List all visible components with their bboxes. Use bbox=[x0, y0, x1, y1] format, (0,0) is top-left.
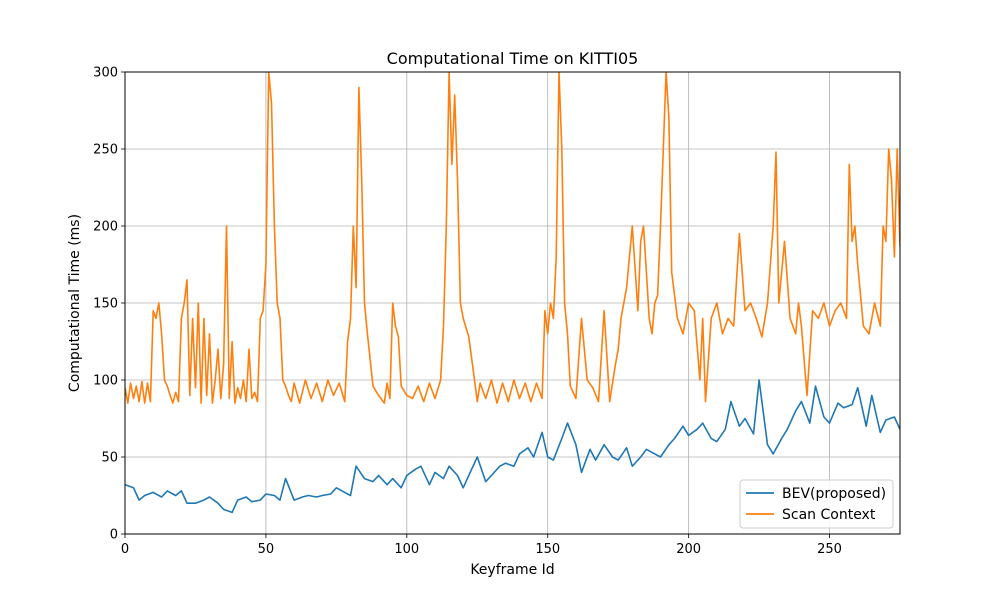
y-tick-label: 150 bbox=[93, 297, 118, 312]
y-tick-label: 250 bbox=[93, 143, 118, 158]
y-tick-label: 200 bbox=[93, 220, 118, 235]
series-line-bev bbox=[125, 379, 900, 514]
y-tick-label: 100 bbox=[93, 374, 118, 389]
y-axis-label: Computational Time (ms) bbox=[67, 214, 83, 392]
grid bbox=[124, 71, 900, 535]
y-tick-label: 50 bbox=[101, 451, 118, 466]
legend: BEV(proposed) Scan Context bbox=[739, 479, 894, 529]
axis-ticks: 0 50 100 150 200 250 0 50 100 150 200 250 300 bbox=[93, 66, 842, 558]
x-tick-label: 150 bbox=[535, 542, 560, 557]
x-tick-label: 0 bbox=[121, 542, 129, 557]
series-line-scan-context bbox=[125, 72, 900, 404]
legend-label: BEV(proposed) bbox=[782, 486, 886, 502]
y-tick-label: 0 bbox=[110, 528, 118, 543]
x-axis-label: Keyframe Id bbox=[470, 562, 554, 578]
x-tick-label: 50 bbox=[258, 542, 275, 557]
series-lines bbox=[125, 72, 900, 514]
x-tick-label: 200 bbox=[676, 542, 701, 557]
legend-label: Scan Context bbox=[782, 507, 876, 523]
chart-title: Computational Time on KITTI05 bbox=[387, 49, 639, 68]
x-tick-label: 250 bbox=[817, 542, 842, 557]
x-tick-label: 100 bbox=[394, 542, 419, 557]
legend-box bbox=[739, 479, 894, 529]
y-tick-label: 300 bbox=[93, 66, 118, 81]
